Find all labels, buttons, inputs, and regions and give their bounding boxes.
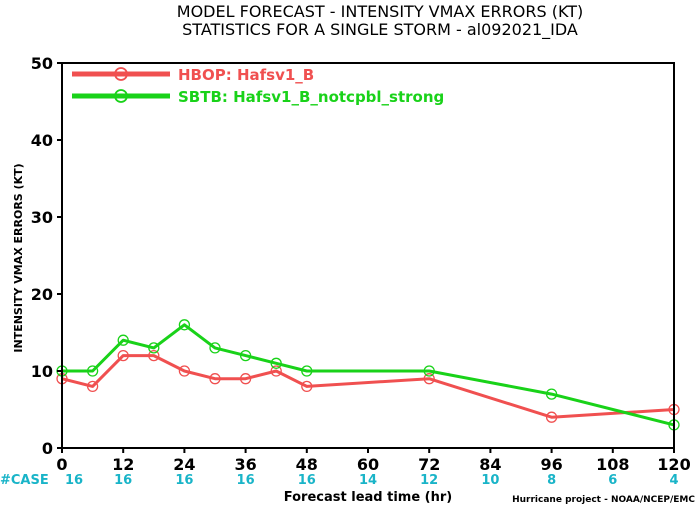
data-point [545,411,558,423]
data-point [545,388,558,400]
data-point [270,357,282,369]
y-tick-label: 30 [31,208,53,227]
data-point [86,380,99,393]
credit-text: Hurricane project - NOAA/NCEP/EMC [512,495,695,505]
chart-subtitle: STATISTICS FOR A SINGLE STORM - al092021… [182,20,578,40]
plot-frame [61,62,675,449]
series-line [61,354,675,419]
data-point [148,349,160,362]
data-point [270,365,282,377]
legend-swatch-marker [114,89,128,103]
case-count: 10 [481,473,499,488]
x-axis-ticks: 0 12 24 36 48 60 72 84 96 108 120 [56,448,691,474]
y-tick-label: 40 [31,131,53,150]
case-count: 16 [65,473,83,488]
case-count: 16 [298,473,316,488]
series-line [62,323,675,427]
x-tick-label: 72 [418,455,440,474]
case-count-row: #CASE 16 16 16 16 16 14 12 10 8 6 4 [0,473,679,488]
x-tick-label: 0 [56,455,67,474]
case-count: 12 [420,473,438,488]
data-point [423,365,435,377]
series-group [56,319,680,431]
data-point [178,319,191,331]
y-tick-label: 10 [31,362,53,381]
x-tick-label: 108 [596,455,629,474]
data-point [239,349,252,362]
data-point [209,373,221,385]
y-axis-label: INTENSITY VMAX ERRORS (KT) [12,163,25,352]
data-point [423,373,435,385]
x-tick-label: 96 [540,455,562,474]
legend-label: SBTB: Hafsv1_B_notcpbl_strong [178,88,444,106]
series-1 [56,349,680,423]
y-tick-label: 20 [31,285,53,304]
data-point [86,365,99,377]
x-tick-label: 60 [357,455,379,474]
case-count: 16 [237,473,255,488]
chart-title: MODEL FORECAST - INTENSITY VMAX ERRORS (… [177,2,583,21]
series-2 [56,319,680,431]
x-tick-label: 84 [479,455,501,474]
data-point [148,342,160,354]
data-point [117,349,129,362]
x-axis-label: Forecast lead time (hr) [284,490,452,505]
case-count: 14 [359,473,377,488]
data-point [301,365,313,377]
data-point [117,334,129,346]
x-tick-label: 120 [657,455,690,474]
legend: HBOP: Hafsv1_B SBTB: Hafsv1_B_notcpbl_str… [72,66,444,106]
legend-label: HBOP: Hafsv1_B [178,66,314,84]
case-count: 16 [175,473,193,488]
y-tick-label: 50 [31,54,53,73]
legend-swatch-marker [114,67,128,81]
x-tick-label: 24 [173,455,195,474]
data-point [301,380,313,393]
case-count: 16 [114,473,132,488]
y-tick-label: 0 [42,439,53,458]
data-point [178,365,191,377]
data-point [209,342,221,354]
x-tick-label: 48 [296,455,318,474]
data-point [239,373,252,385]
y-axis-ticks: 0 10 20 30 40 50 [31,54,62,458]
case-count: 4 [669,473,678,488]
case-row-label: #CASE [0,473,49,488]
x-tick-label: 12 [112,455,134,474]
x-tick-label: 36 [234,455,256,474]
case-count: 6 [608,473,617,488]
case-count: 8 [547,473,556,488]
